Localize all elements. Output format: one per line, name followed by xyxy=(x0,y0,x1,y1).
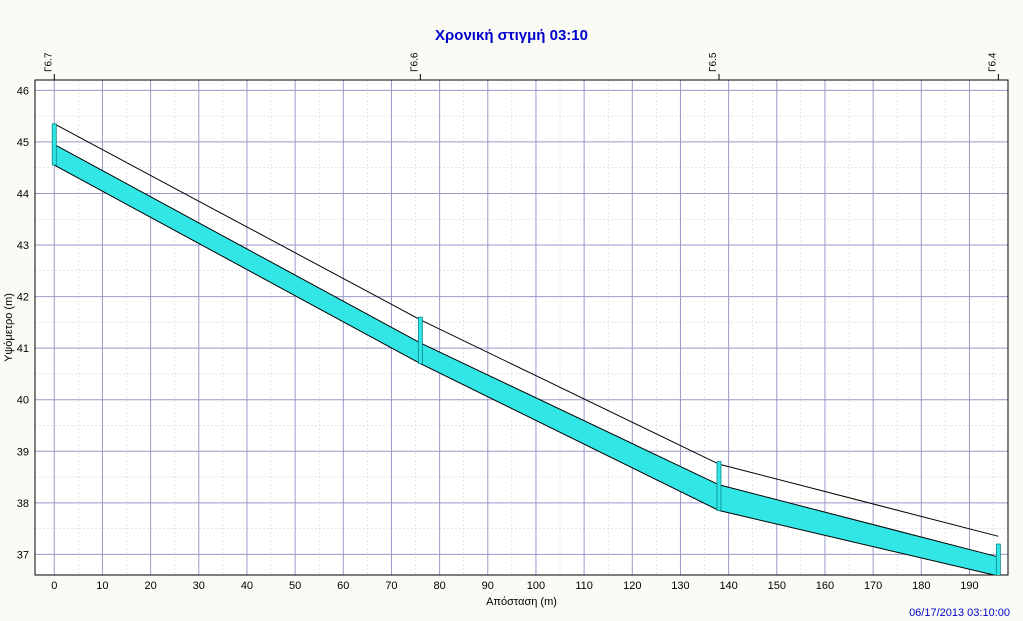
svg-text:160: 160 xyxy=(816,580,834,592)
svg-text:46: 46 xyxy=(17,85,29,97)
chart-container: { "chart": { "type": "profile", "title":… xyxy=(0,0,1023,621)
svg-text:43: 43 xyxy=(17,240,29,252)
svg-text:120: 120 xyxy=(623,580,641,592)
svg-text:170: 170 xyxy=(864,580,882,592)
svg-text:41: 41 xyxy=(17,343,29,355)
svg-text:150: 150 xyxy=(768,580,786,592)
svg-text:110: 110 xyxy=(575,580,593,592)
svg-text:45: 45 xyxy=(17,137,29,149)
svg-text:10: 10 xyxy=(96,580,108,592)
svg-text:0: 0 xyxy=(51,580,57,592)
svg-text:37: 37 xyxy=(17,549,29,561)
svg-text:40: 40 xyxy=(241,580,253,592)
svg-text:20: 20 xyxy=(144,580,156,592)
svg-text:38: 38 xyxy=(17,498,29,510)
svg-text:60: 60 xyxy=(337,580,349,592)
svg-text:Γ6.7: Γ6.7 xyxy=(43,52,54,72)
svg-text:140: 140 xyxy=(719,580,737,592)
svg-text:Γ6.5: Γ6.5 xyxy=(708,52,719,72)
svg-text:30: 30 xyxy=(193,580,205,592)
y-axis-label-svg: Υψόμετρο (m) xyxy=(3,293,15,362)
svg-text:50: 50 xyxy=(289,580,301,592)
svg-text:90: 90 xyxy=(482,580,494,592)
svg-text:80: 80 xyxy=(433,580,445,592)
station-bar xyxy=(418,317,422,363)
svg-text:70: 70 xyxy=(385,580,397,592)
chart-title-svg: Χρονική στιγμή 03:10 xyxy=(435,27,588,44)
svg-text:39: 39 xyxy=(17,446,29,458)
x-axis-label-svg: Απόσταση (m) xyxy=(486,596,557,608)
svg-text:Γ6.6: Γ6.6 xyxy=(409,52,420,72)
profile-chart: 0 10 20 30 40 50 60 70 80 90 100 110 120 130 140 150 160… xyxy=(0,0,1023,621)
svg-text:40: 40 xyxy=(17,395,29,407)
station-bar xyxy=(52,124,56,165)
svg-text:100: 100 xyxy=(527,580,545,592)
timestamp-svg: 06/17/2013 03:10:00 xyxy=(909,607,1010,619)
svg-text:180: 180 xyxy=(912,580,930,592)
svg-text:190: 190 xyxy=(960,580,978,592)
station-bar xyxy=(996,544,1000,576)
svg-text:42: 42 xyxy=(17,292,29,304)
svg-text:130: 130 xyxy=(671,580,689,592)
station-bar xyxy=(717,462,721,511)
svg-text:44: 44 xyxy=(17,188,29,200)
svg-text:Γ6.4: Γ6.4 xyxy=(987,52,998,72)
